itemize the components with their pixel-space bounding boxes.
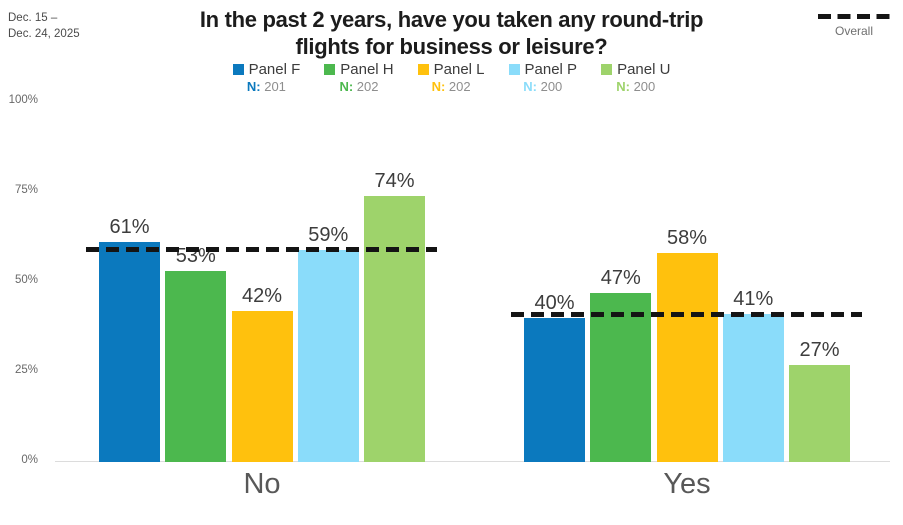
legend-n-label: N:	[431, 79, 446, 94]
legend-swatch-icon-panel-l	[417, 64, 429, 75]
overall-dashed-line-yes	[511, 311, 862, 317]
panel-legend: Panel F N: 201 Panel H N: 202 Panel L N: 202 P…	[0, 61, 903, 94]
x-axis-line	[55, 461, 890, 462]
legend-n-panel-l: N: 202	[432, 79, 471, 94]
legend-item-panel-f: Panel F N: 201	[232, 61, 301, 94]
legend-n-value: 201	[260, 79, 286, 94]
overall-legend-label: Overall	[834, 24, 873, 38]
bar-panel-u-yes	[789, 364, 850, 462]
bar-panel-l-no	[231, 310, 293, 462]
legend-swatch-icon-panel-f	[232, 64, 244, 75]
legend-row-panel-l: Panel L	[417, 61, 485, 78]
bar-group-no: 61% 53% 42% 59% 74%	[86, 77, 437, 462]
legend-row-panel-u: Panel U	[601, 61, 670, 78]
bar-panel-l-yes	[656, 253, 718, 462]
legend-label-panel-l: Panel L	[433, 61, 485, 78]
bar-column-panel-p: 41%	[722, 77, 784, 462]
bar-value-label-panel-h: 47%	[600, 266, 641, 289]
chart-title: In the past 2 years, have you taken any …	[115, 6, 788, 61]
chart-title-line2: flights for business or leisure?	[295, 34, 608, 60]
legend-n-value: 202	[353, 79, 379, 94]
bar-value-label-panel-u: 74%	[374, 169, 415, 192]
bar-panel-f-no	[99, 242, 160, 462]
legend-n-label: N:	[246, 79, 261, 94]
legend-n-value: 200	[536, 79, 563, 94]
legend-item-panel-h: Panel H N: 202	[324, 61, 394, 94]
legend-label-panel-f: Panel F	[248, 61, 301, 78]
bar-column-panel-p: 59%	[297, 77, 359, 462]
overall-dashed-line-no	[86, 247, 437, 253]
bar-panel-h-yes	[590, 292, 652, 462]
y-axis-tick-0-: 0%	[21, 454, 38, 466]
bar-value-label-panel-p: 41%	[733, 288, 774, 311]
legend-row-panel-f: Panel F	[232, 61, 301, 78]
bar-panel-h-no	[165, 271, 227, 462]
legend-n-panel-h: N: 202	[339, 79, 378, 94]
date-range-line1: Dec. 15 –	[8, 12, 58, 24]
legend-label-panel-h: Panel H	[340, 61, 394, 78]
legend-n-label: N:	[523, 79, 537, 94]
legend-n-value: 200	[629, 79, 656, 94]
bar-column-panel-l: 42%	[231, 77, 293, 462]
legend-row-panel-h: Panel H	[324, 61, 394, 78]
legend-item-panel-p: Panel P N: 200	[508, 61, 578, 94]
bar-column-panel-h: 53%	[165, 77, 227, 462]
y-axis-tick-100-: 100%	[8, 94, 38, 106]
bar-column-panel-h: 47%	[590, 77, 652, 462]
bar-value-label-panel-p: 59%	[308, 223, 349, 246]
y-axis-tick-25-: 25%	[14, 364, 38, 376]
bar-value-label-panel-u: 27%	[799, 338, 840, 361]
legend-swatch-icon-panel-p	[508, 64, 520, 75]
legend-n-panel-p: N: 200	[523, 79, 562, 94]
legend-swatch-icon-panel-u	[601, 64, 613, 75]
category-label-no: No	[243, 468, 281, 500]
bar-column-panel-f: 61%	[99, 77, 160, 462]
legend-label-panel-u: Panel U	[617, 61, 671, 78]
legend-row-panel-p: Panel P	[508, 61, 578, 78]
date-range-line2: Dec. 24, 2025	[8, 28, 80, 41]
chart-title-line1: In the past 2 years, have you taken any …	[199, 7, 704, 32]
bar-value-label-panel-l: 58%	[666, 227, 708, 250]
legend-item-panel-l: Panel L N: 202	[417, 61, 485, 94]
category-label-yes: Yes	[663, 468, 711, 500]
legend-swatch-icon-panel-h	[324, 64, 336, 75]
bar-value-label-panel-f: 40%	[534, 292, 575, 314]
overall-dashed-line-icon	[818, 14, 890, 19]
bar-panel-p-yes	[722, 314, 784, 462]
y-axis-tick-50-: 50%	[14, 274, 38, 286]
bar-group-yes: 40% 47% 58% 41% 27%	[511, 77, 862, 462]
bar-column-panel-l: 58%	[656, 77, 718, 462]
bar-column-panel-u: 74%	[364, 77, 425, 462]
legend-n-value: 202	[445, 79, 471, 94]
overall-legend: Overall	[818, 14, 890, 38]
legend-item-panel-u: Panel U N: 200	[601, 61, 670, 94]
bar-column-panel-u: 27%	[789, 77, 850, 462]
legend-n-label: N:	[616, 79, 630, 94]
date-range: Dec. 15 – Dec. 24, 2025	[8, 10, 80, 42]
legend-n-panel-u: N: 200	[616, 79, 655, 94]
bar-panel-f-yes	[524, 318, 585, 462]
legend-n-label: N:	[339, 79, 354, 94]
y-axis-tick-75-: 75%	[14, 184, 38, 196]
bar-panel-u-no	[364, 195, 425, 462]
bar-value-label-panel-f: 61%	[109, 216, 150, 239]
bar-value-label-panel-l: 42%	[241, 284, 283, 307]
legend-label-panel-p: Panel P	[524, 61, 578, 78]
legend-n-panel-f: N: 201	[247, 79, 286, 94]
bar-column-panel-f: 40%	[524, 77, 585, 462]
bar-panel-p-no	[297, 249, 359, 462]
